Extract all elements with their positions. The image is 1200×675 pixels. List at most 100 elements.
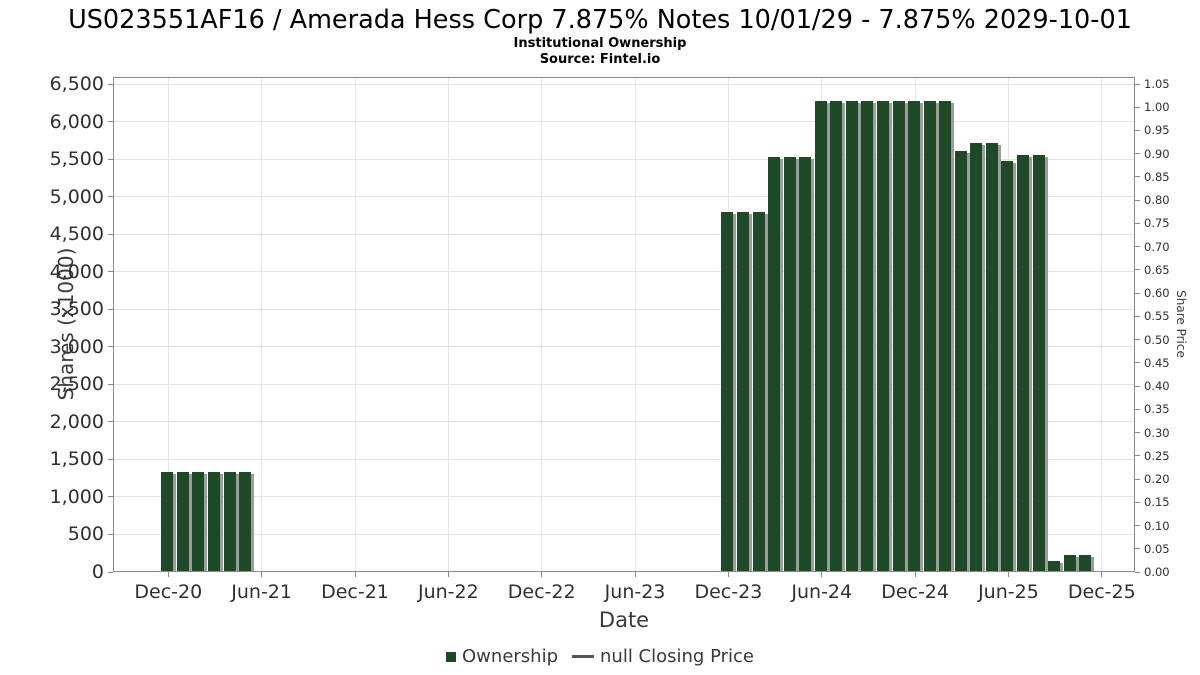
x-tick [447, 572, 449, 577]
y-right-tick-label: 0.40 [1144, 379, 1170, 394]
v-gridline [1101, 77, 1103, 572]
legend: Ownership null Closing Price [0, 646, 1200, 667]
x-tick-label: Jun-24 [791, 581, 853, 603]
ownership-bar [783, 156, 796, 572]
y-left-tick [108, 271, 113, 273]
x-tick [541, 572, 543, 577]
ownership-bar [1017, 155, 1029, 572]
y-right-tick-label: 0.80 [1144, 193, 1170, 208]
y-right-tick-label: 0.90 [1144, 146, 1170, 161]
y-left-tick [108, 158, 113, 160]
y-left-tick [108, 383, 113, 385]
v-gridline [634, 77, 636, 572]
h-gridline [113, 308, 1135, 310]
y-right-tick-label: 0.15 [1144, 495, 1170, 510]
chart-subtitle: Institutional Ownership [513, 36, 687, 51]
ownership-bar [814, 100, 827, 572]
ownership-bar [876, 100, 889, 572]
y-right-tick-label: 0.00 [1144, 565, 1170, 579]
ownership-bar [161, 472, 174, 572]
y-left-tick [108, 496, 113, 498]
closing-price-legend-line-icon [572, 655, 595, 658]
ownership-bar [954, 150, 967, 572]
x-tick-label: Jun-21 [231, 581, 292, 603]
x-tick-label: Dec-20 [134, 581, 203, 603]
y-left-tick-label: 3,000 [49, 335, 104, 358]
y-right-tick [1135, 292, 1140, 294]
x-tick [1007, 572, 1009, 577]
x-tick [914, 572, 916, 577]
y-left-tick [108, 533, 113, 535]
y-right-tick [1135, 176, 1140, 178]
y-right-tick [1135, 478, 1140, 480]
y-right-tick-label: 0.25 [1144, 448, 1170, 463]
x-tick [727, 572, 729, 577]
x-tick-label: Dec-24 [881, 581, 949, 603]
h-gridline [113, 346, 1135, 348]
ownership-bar [721, 212, 734, 572]
v-gridline [261, 77, 263, 572]
v-gridline [541, 77, 543, 572]
h-gridline [113, 458, 1135, 460]
y-right-tick-label: 1.05 [1144, 77, 1170, 91]
ownership-bar [176, 472, 189, 572]
ownership-bar [939, 100, 952, 572]
h-gridline [113, 383, 1135, 385]
y-right-tick [1135, 548, 1140, 550]
y-right-tick-label: 0.35 [1144, 402, 1170, 417]
y-right-tick [1135, 315, 1140, 317]
y-right-tick [1135, 83, 1140, 85]
ownership-bar [239, 472, 252, 572]
ownership-bar [1001, 160, 1014, 572]
ownership-bar [207, 472, 220, 572]
y-left-tick-label: 0 [91, 561, 104, 583]
y-left-tick-label: 500 [67, 523, 104, 546]
ownership-bar [861, 100, 874, 572]
ownership-bar [752, 212, 765, 572]
y-right-tick [1135, 501, 1140, 503]
legend-item-ownership: Ownership [446, 646, 558, 667]
y-right-tick-label: 0.05 [1144, 541, 1170, 556]
y-left-tick [108, 83, 113, 85]
y-right-tick [1135, 106, 1140, 108]
y-right-tick [1135, 571, 1140, 573]
v-gridline [354, 77, 356, 572]
y-left-tick [108, 196, 113, 198]
y-left-tick-label: 2,000 [49, 410, 104, 433]
y-right-tick-label: 1.00 [1144, 100, 1170, 115]
chart-source: Source: Fintel.io [539, 52, 661, 67]
y-right-tick [1135, 408, 1140, 410]
y-right-tick-label: 0.85 [1144, 169, 1170, 184]
y-axis-right-title: Share Price [1174, 290, 1188, 358]
y-right-tick [1135, 362, 1140, 364]
y-left-tick-label: 5,500 [49, 148, 104, 171]
ownership-bar [768, 156, 781, 572]
y-right-tick [1135, 129, 1140, 131]
ownership-bar [223, 472, 236, 572]
closing-price-legend-label: null Closing Price [600, 646, 754, 667]
ownership-bar [1063, 554, 1076, 572]
y-left-tick-label: 4,500 [49, 223, 104, 246]
x-tick [261, 572, 263, 577]
x-tick-label: Jun-22 [417, 581, 479, 603]
y-right-tick-label: 0.55 [1144, 309, 1170, 324]
y-right-tick [1135, 432, 1140, 434]
ownership-legend-label: Ownership [462, 646, 559, 667]
y-left-tick-label: 5,000 [49, 185, 104, 208]
y-left-tick [108, 421, 113, 423]
y-right-tick-label: 0.95 [1144, 123, 1170, 138]
y-right-tick-label: 0.30 [1144, 425, 1170, 440]
y-left-tick-label: 1,500 [49, 448, 104, 471]
ownership-bar [923, 100, 936, 572]
y-left-tick-label: 3,500 [49, 298, 104, 321]
plot-area [113, 77, 1135, 572]
ownership-bar [736, 212, 749, 572]
ownership-bar [1032, 155, 1045, 572]
y-left-tick-label: 6,500 [49, 73, 104, 95]
h-gridline [113, 271, 1135, 273]
y-right-tick-label: 0.60 [1144, 286, 1170, 301]
y-right-tick-label: 0.50 [1144, 332, 1170, 347]
y-right-tick [1135, 339, 1140, 341]
x-tick-label: Dec-23 [694, 581, 763, 603]
